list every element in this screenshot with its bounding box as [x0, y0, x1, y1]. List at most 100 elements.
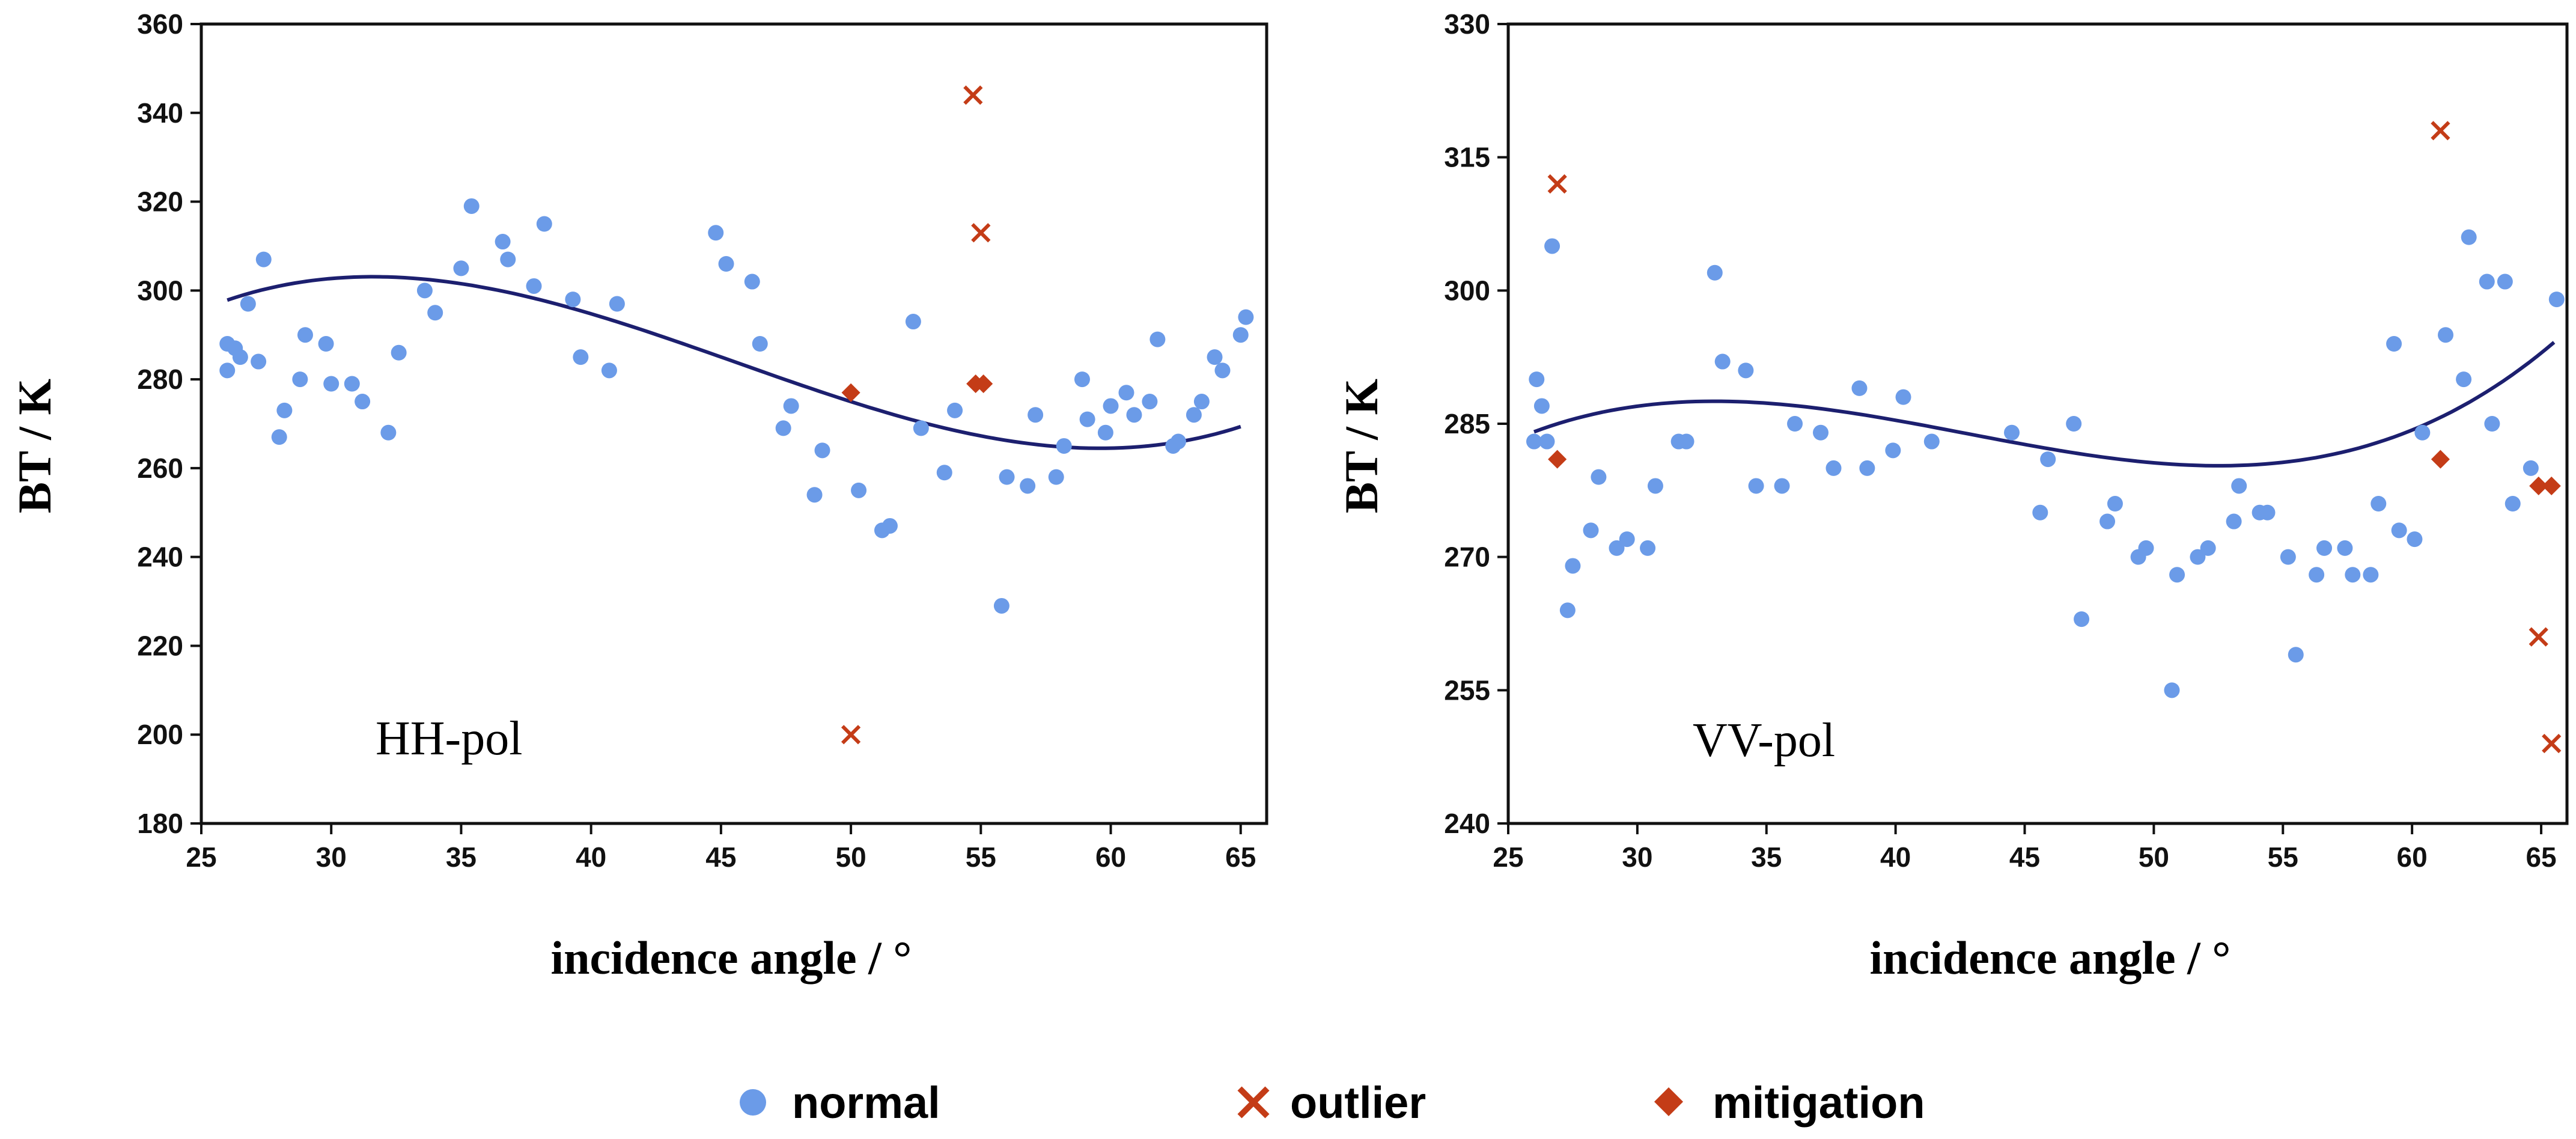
point-normal: [1126, 407, 1142, 423]
point-normal: [718, 256, 734, 272]
point-normal: [1859, 460, 1875, 476]
point-normal: [806, 487, 823, 503]
point-mitigation: [1548, 450, 1567, 469]
point-normal: [1079, 411, 1095, 427]
point-normal: [609, 296, 625, 312]
point-normal: [1028, 407, 1044, 423]
point-normal: [416, 282, 433, 299]
point-normal: [1559, 602, 1576, 618]
point-normal: [1738, 362, 1754, 379]
point-normal: [2479, 273, 2495, 290]
point-normal: [1544, 238, 1561, 254]
point-normal: [463, 198, 480, 214]
x-tick-label-hh: 60: [1095, 841, 1126, 873]
point-normal: [1851, 380, 1868, 396]
point-normal: [2288, 647, 2304, 663]
point-normal: [1170, 433, 1186, 450]
point-normal: [573, 349, 589, 365]
x-tick-label-vv: 40: [1880, 841, 1911, 873]
point-normal: [355, 394, 371, 410]
point-normal: [601, 362, 617, 379]
fit-line-vv: [1533, 341, 2556, 468]
point-normal: [500, 251, 516, 267]
point-normal: [1591, 469, 1607, 485]
point-normal: [2337, 540, 2353, 556]
point-normal: [526, 278, 542, 294]
y-axis-title-vv: BT / K: [1335, 379, 1387, 513]
point-normal: [1214, 362, 1231, 379]
point-normal: [2074, 611, 2090, 628]
x-tick-label-vv: 30: [1622, 841, 1652, 873]
point-normal: [2497, 273, 2513, 290]
point-normal: [1142, 394, 1158, 410]
point-normal: [2032, 504, 2048, 521]
point-normal: [2456, 371, 2472, 388]
chart-panel-vv: 25 30 35 40 45 50 55 60 65240255270285300315330 …: [1335, 8, 2569, 984]
point-normal: [913, 420, 929, 436]
point-normal: [1565, 558, 1581, 574]
point-normal: [318, 336, 334, 352]
point-normal: [1238, 309, 1254, 325]
annotation-vv: VV-pol: [1693, 714, 1835, 767]
point-normal: [1885, 442, 1901, 459]
point-normal: [1748, 478, 1764, 494]
y-tick-label-vv: 330: [1444, 8, 1490, 40]
point-normal: [1640, 540, 1656, 556]
legend-outlier-label: outlier: [1290, 1078, 1426, 1128]
point-normal: [2107, 496, 2123, 511]
point-outlier: [2529, 627, 2548, 647]
point-normal: [1813, 424, 1829, 441]
point-normal: [297, 327, 313, 343]
point-normal: [2523, 460, 2539, 476]
point-normal: [2504, 496, 2521, 511]
point-normal: [453, 260, 469, 276]
point-normal: [251, 353, 267, 370]
point-normal: [1647, 478, 1663, 494]
point-normal: [783, 398, 799, 414]
point-normal: [1526, 433, 1542, 450]
data-points-hh: [219, 85, 1254, 745]
point-normal: [936, 465, 952, 481]
point-normal: [2231, 478, 2247, 494]
point-normal: [2259, 504, 2276, 521]
y-tick-label-vv: 240: [1444, 808, 1490, 839]
annotation-hh: HH-pol: [376, 712, 522, 765]
y-tick-label-hh: 180: [137, 808, 183, 839]
point-mitigation: [2431, 450, 2450, 469]
x-tick-label-vv: 50: [2139, 841, 2169, 873]
y-tick-label-vv: 255: [1444, 674, 1490, 706]
point-normal: [1118, 385, 1134, 401]
y-tick-label-hh: 260: [137, 453, 183, 484]
y-tick-label-hh: 300: [137, 275, 183, 306]
point-outlier: [841, 725, 861, 745]
point-normal: [1714, 353, 1731, 370]
point-normal: [1097, 424, 1113, 441]
point-normal: [495, 234, 511, 250]
point-normal: [2484, 416, 2500, 432]
point-outlier: [2431, 121, 2450, 141]
point-normal: [1207, 349, 1223, 365]
point-normal: [255, 251, 272, 267]
point-normal: [2099, 513, 2116, 530]
x-tick-label-hh: 35: [446, 841, 477, 873]
point-outlier: [963, 85, 983, 105]
y-tick-label-vv: 315: [1444, 142, 1490, 173]
point-normal: [1619, 531, 1635, 548]
x-tick-label-vv: 45: [2009, 841, 2040, 873]
point-normal: [814, 442, 830, 459]
point-normal: [276, 402, 293, 418]
point-normal: [2316, 540, 2333, 556]
point-normal: [1074, 371, 1090, 388]
point-normal: [744, 273, 760, 290]
legend: normal outlier mitigation: [740, 1078, 1925, 1128]
y-tick-label-hh: 280: [137, 364, 183, 395]
point-normal: [882, 518, 898, 534]
chart-panel-hh: 25 30 35 40 45 50 55 60 65 180 200 220 240 260 280 300 3…: [8, 8, 1268, 984]
point-normal: [1149, 331, 1166, 347]
x-tick-label-hh: 45: [705, 841, 736, 873]
point-normal: [344, 376, 360, 392]
x-tick-label-vv: 60: [2397, 841, 2428, 873]
point-normal: [1825, 460, 1842, 476]
point-normal: [2169, 567, 2185, 583]
